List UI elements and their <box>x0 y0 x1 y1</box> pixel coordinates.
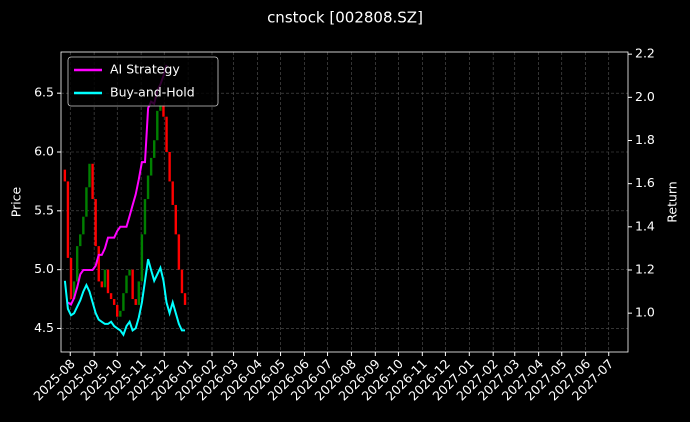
candle-body <box>171 181 174 205</box>
y-tick-label: 6.0 <box>34 144 54 159</box>
candle-body <box>97 246 100 282</box>
plot-frame <box>60 51 629 353</box>
candle-body <box>180 269 184 294</box>
y-tick-label: 5.5 <box>34 202 54 217</box>
y2-tick-label: 1.6 <box>635 175 655 190</box>
candle-body <box>75 246 79 282</box>
candle-body <box>116 304 119 317</box>
legend-label: AI Strategy <box>110 62 180 77</box>
candle-body <box>128 269 131 276</box>
candle-body <box>119 310 122 317</box>
candle-body <box>159 104 162 111</box>
candle-body <box>85 187 88 217</box>
candle-body <box>183 293 187 305</box>
candle-body <box>63 169 67 182</box>
y2-tick-label: 1.4 <box>635 218 655 233</box>
y2-axis-label: Return <box>665 181 680 222</box>
y2-tick-label: 1.8 <box>635 132 655 147</box>
candle-body <box>69 257 73 300</box>
candle-body <box>88 163 91 188</box>
y2-tick-label: 2.0 <box>635 89 655 104</box>
candle-body <box>131 269 134 300</box>
candle-body <box>106 269 110 294</box>
candle-body <box>177 234 181 270</box>
candle-body <box>156 110 159 141</box>
candle-body <box>100 281 104 288</box>
candle-body <box>91 163 94 200</box>
y2-tick-label: 2.2 <box>635 46 655 61</box>
candle-body <box>174 204 177 235</box>
candle-body <box>162 104 165 117</box>
chart-title: cnstock [002808.SZ] <box>267 9 423 27</box>
y-axis-label: Price <box>9 186 24 217</box>
candle-body <box>134 299 137 305</box>
candle-body <box>146 175 150 200</box>
candle-body <box>168 152 171 182</box>
candle-body <box>103 269 107 288</box>
candle-body <box>109 293 113 300</box>
y2-tick-label: 1.2 <box>635 261 655 276</box>
candle-body <box>66 181 70 258</box>
candle-body <box>79 234 82 247</box>
candle-body <box>140 234 144 282</box>
y2-tick-label: 1.0 <box>635 305 655 320</box>
return-line <box>63 258 185 337</box>
legend-box <box>67 56 219 107</box>
y-tick-label: 5.0 <box>34 261 54 276</box>
candle-body <box>122 293 125 311</box>
candle-body <box>137 281 141 305</box>
candle-body <box>112 299 116 305</box>
candle-body <box>149 157 153 176</box>
candle-body <box>125 275 128 294</box>
candle-body <box>82 216 85 235</box>
y-tick-label: 6.5 <box>34 85 54 100</box>
candle-body <box>165 116 168 152</box>
candle-body <box>153 140 156 158</box>
candle-body <box>72 281 76 300</box>
legend-label: Buy-and-Hold <box>110 85 195 100</box>
candle-body <box>143 199 147 235</box>
candle-body <box>94 199 97 247</box>
y-tick-label: 4.5 <box>34 320 54 335</box>
